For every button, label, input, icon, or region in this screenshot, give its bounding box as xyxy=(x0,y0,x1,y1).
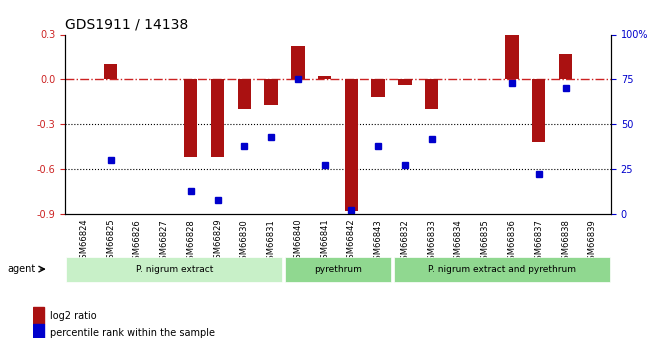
Text: GDS1911 / 14138: GDS1911 / 14138 xyxy=(65,18,188,32)
Text: P. nigrum extract: P. nigrum extract xyxy=(135,265,213,274)
Text: percentile rank within the sample: percentile rank within the sample xyxy=(50,328,215,338)
Bar xyxy=(265,79,278,105)
FancyBboxPatch shape xyxy=(394,257,610,282)
Bar xyxy=(559,54,572,79)
Bar xyxy=(211,79,224,157)
Text: P. nigrum extract and pyrethrum: P. nigrum extract and pyrethrum xyxy=(428,265,576,274)
Bar xyxy=(291,47,305,79)
Text: log2 ratio: log2 ratio xyxy=(50,311,97,321)
Bar xyxy=(32,307,44,324)
Bar xyxy=(32,324,44,342)
Text: agent: agent xyxy=(8,264,36,274)
FancyBboxPatch shape xyxy=(66,257,282,282)
Text: pyrethrum: pyrethrum xyxy=(314,265,362,274)
Bar xyxy=(318,76,332,79)
Bar xyxy=(532,79,545,142)
Bar xyxy=(344,79,358,211)
Bar xyxy=(398,79,411,85)
FancyBboxPatch shape xyxy=(285,257,391,282)
Bar xyxy=(184,79,198,157)
Bar xyxy=(104,65,117,79)
Bar xyxy=(371,79,385,97)
Bar xyxy=(505,34,519,79)
Bar xyxy=(238,79,251,109)
Bar xyxy=(425,79,438,109)
